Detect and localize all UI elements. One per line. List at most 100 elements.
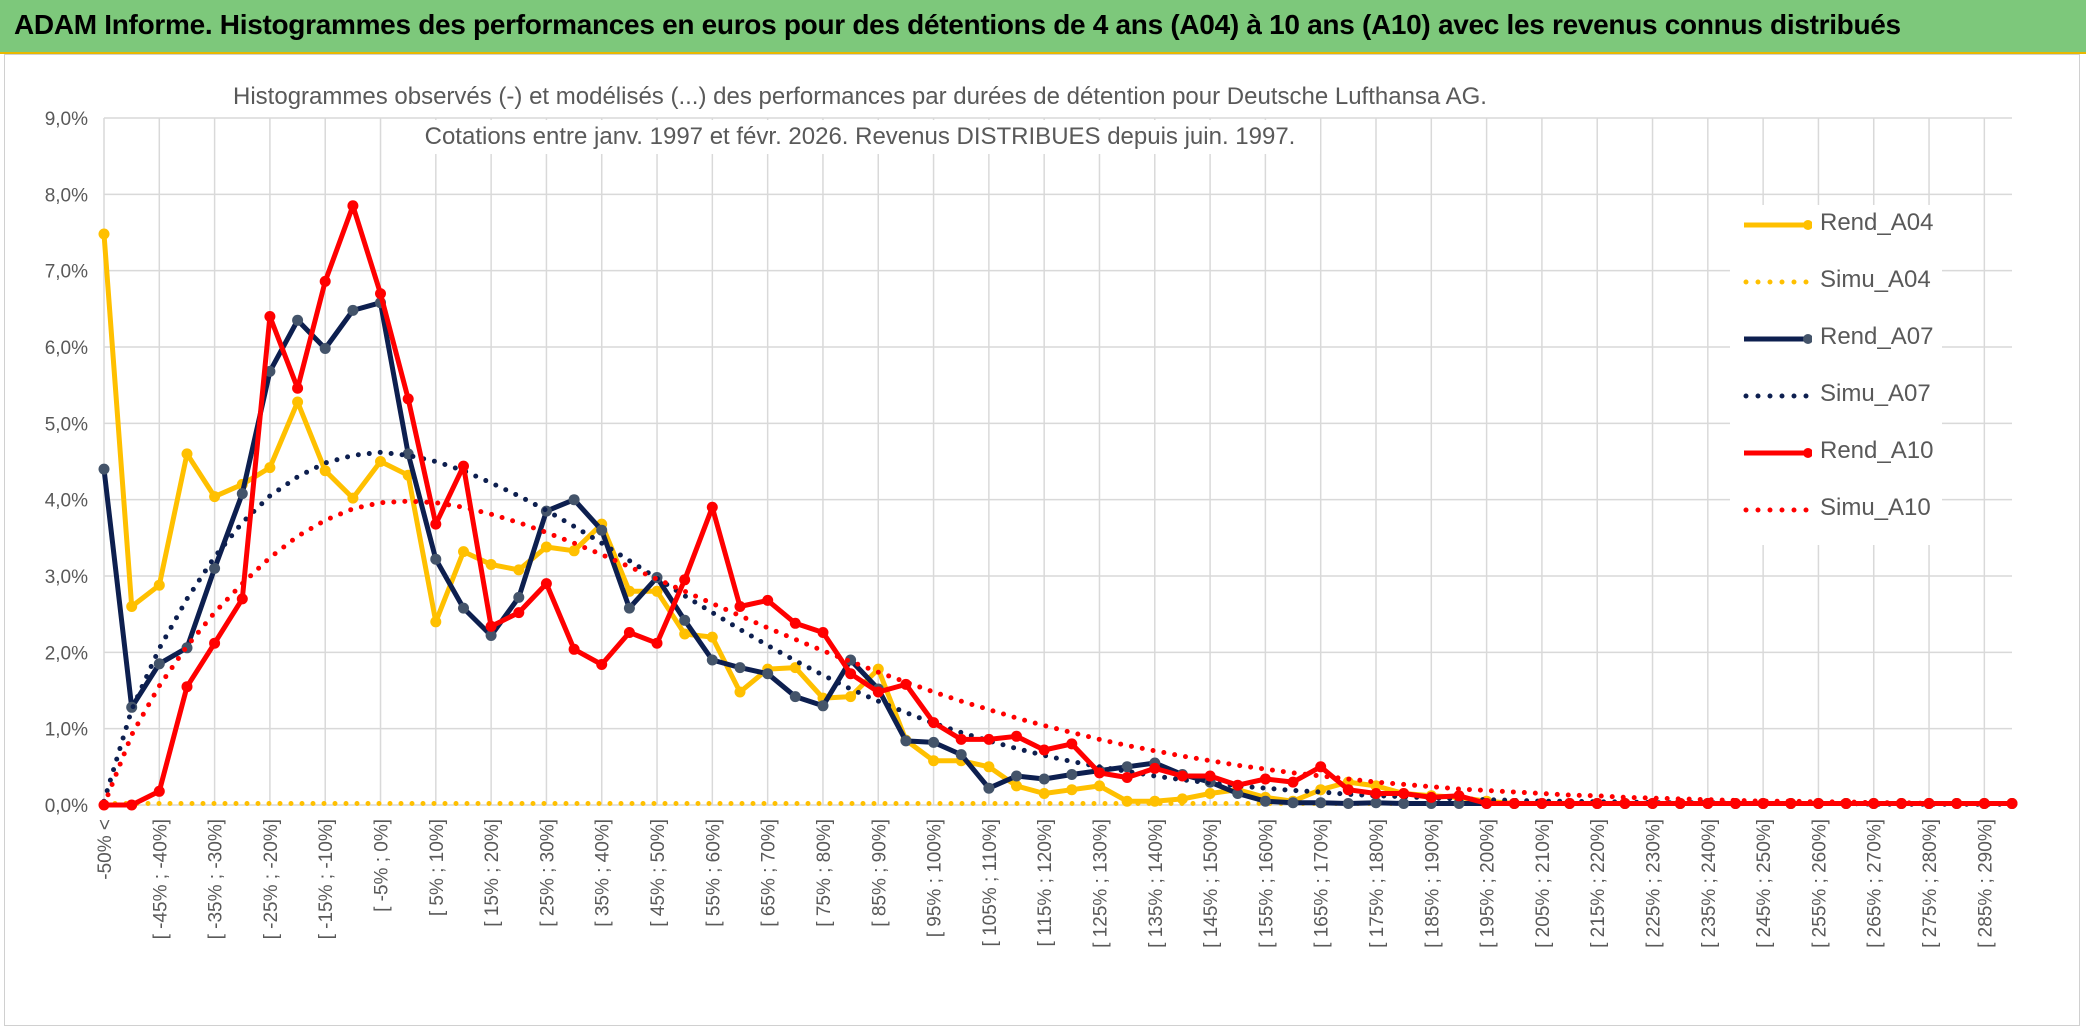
point-rend-a07 <box>153 658 165 670</box>
point-rend-a10 <box>1536 798 1548 809</box>
line-simu-a07 <box>101 449 2015 807</box>
point-rend-a10 <box>540 578 552 590</box>
point-rend-a07 <box>1342 798 1354 809</box>
x-tick-label: [ 105% ; 110%] <box>980 819 1001 946</box>
point-rend-a04 <box>264 462 276 474</box>
point-rend-a07 <box>1232 788 1244 799</box>
y-tick-label: 1,0% <box>45 720 88 741</box>
point-rend-a04 <box>1011 780 1022 792</box>
x-tick-label: [ 275% ; 280%] <box>1920 819 1941 948</box>
x-tick-label: [ 235% ; 240%] <box>1699 819 1720 948</box>
point-rend-a10 <box>1176 770 1188 782</box>
point-rend-a07 <box>209 562 221 574</box>
point-rend-a07 <box>983 782 995 794</box>
point-rend-a10 <box>1259 773 1271 785</box>
line-rend-a10 <box>104 203 2012 808</box>
point-rend-a04 <box>347 492 359 504</box>
point-rend-a10 <box>1038 744 1050 756</box>
point-rend-a10 <box>596 659 608 670</box>
point-rend-a04 <box>430 616 442 628</box>
point-rend-a10 <box>292 382 304 394</box>
point-rend-a04 <box>872 663 884 675</box>
point-rend-a10 <box>789 617 801 629</box>
x-tick-label: -50% < <box>95 819 116 880</box>
x-tick-label: [ 45% ; 50%] <box>648 819 669 927</box>
point-rend-a07 <box>1259 795 1271 807</box>
point-rend-a07 <box>1011 770 1022 782</box>
legend-swatch-simu-a04 <box>1743 279 1812 285</box>
point-rend-a10 <box>651 637 663 649</box>
x-tick-label: [ 265% ; 270%] <box>1865 819 1886 948</box>
point-rend-a04 <box>126 601 138 612</box>
x-tick-label: [ 25% ; 30%] <box>537 819 558 927</box>
legend-item-rend-a04: Rend_A04 <box>1742 205 1942 245</box>
point-rend-a10 <box>817 627 829 638</box>
point-rend-a10 <box>623 627 635 638</box>
y-tick-label: 2,0% <box>45 643 88 664</box>
point-rend-a04 <box>292 396 304 408</box>
x-tick-label: [ 65% ; 70%] <box>759 819 780 927</box>
legend-item-simu-a04: Simu_A04 <box>1742 262 1942 302</box>
point-rend-a07 <box>789 691 801 703</box>
point-rend-a10 <box>734 601 746 612</box>
legend-swatch-rend-a07 <box>1744 334 1812 344</box>
chart-legend: Rend_A04 Simu_A04 Rend_A07 Simu_A07 Rend… <box>1730 205 1942 545</box>
point-rend-a07 <box>734 662 746 674</box>
point-rend-a10 <box>319 275 331 287</box>
point-rend-a04 <box>1176 793 1188 805</box>
point-rend-a07 <box>817 700 829 712</box>
report-title: ADAM Informe. Histogrammes des performan… <box>14 9 1901 40</box>
x-tick-label: [ 245% ; 250%] <box>1754 819 1775 948</box>
x-tick-label: [ -35% ; -30%] <box>206 819 227 939</box>
point-rend-a10 <box>1647 798 1658 809</box>
report-banner: ADAM Informe. Histogrammes des performan… <box>0 0 2086 54</box>
y-tick-label: 9,0% <box>45 109 88 130</box>
point-rend-a10 <box>1508 798 1520 809</box>
x-tick-label: [ -25% ; -20%] <box>261 819 282 939</box>
x-tick-label: [ 35% ; 40%] <box>593 819 614 927</box>
point-rend-a10 <box>375 288 386 300</box>
legend-item-simu-a07: Simu_A07 <box>1742 376 1942 416</box>
y-tick-label: 8,0% <box>45 185 88 206</box>
x-tick-label: [ 155% ; 160%] <box>1256 819 1277 948</box>
point-rend-a10 <box>1591 798 1603 809</box>
point-rend-a10 <box>955 733 967 745</box>
x-tick-label: [ 125% ; 130%] <box>1090 819 1111 948</box>
point-rend-a10 <box>845 668 857 680</box>
legend-swatch-rend-a04 <box>1744 220 1812 230</box>
point-rend-a07 <box>458 602 469 614</box>
y-tick-label: 3,0% <box>45 567 88 588</box>
point-rend-a04 <box>1066 784 1078 796</box>
point-rend-a07 <box>679 614 691 626</box>
chart-frame <box>4 54 2080 1026</box>
legend-item-rend-a10: Rend_A10 <box>1742 433 1942 473</box>
point-rend-a04 <box>1204 788 1216 799</box>
x-tick-label: [ 75% ; 80%] <box>814 819 835 927</box>
x-tick-label: [ 95% ; 100%] <box>925 819 946 937</box>
y-tick-label: 4,0% <box>45 491 88 512</box>
point-rend-a10 <box>347 200 359 212</box>
chart-subtitle: Cotations entre janv. 1997 et févr. 2026… <box>400 120 1320 154</box>
point-rend-a10 <box>1370 788 1382 799</box>
point-rend-a10 <box>236 593 248 605</box>
legend-label-rend-a07: Rend_A07 <box>1820 323 1934 350</box>
x-tick-label: [ -15% ; -10%] <box>316 819 337 939</box>
point-rend-a07 <box>928 736 940 748</box>
point-rend-a07 <box>513 591 525 603</box>
point-rend-a04 <box>983 761 995 773</box>
x-tick-label: [ 85% ; 90%] <box>869 819 890 927</box>
grid-lines <box>103 117 2012 806</box>
point-rend-a07 <box>900 735 912 747</box>
point-rend-a07 <box>762 668 774 680</box>
point-rend-a10 <box>1425 791 1437 803</box>
point-rend-a10 <box>513 607 525 619</box>
point-rend-a10 <box>983 733 995 745</box>
point-rend-a10 <box>402 393 414 405</box>
point-rend-a04 <box>1094 780 1105 792</box>
point-rend-a10 <box>126 799 138 811</box>
point-rend-a04 <box>1370 780 1382 792</box>
legend-label-simu-a07: Simu_A07 <box>1820 380 1931 407</box>
point-rend-a10 <box>1315 761 1327 773</box>
x-tick-label: [ 175% ; 180%] <box>1367 819 1388 948</box>
point-rend-a07 <box>1370 797 1382 809</box>
